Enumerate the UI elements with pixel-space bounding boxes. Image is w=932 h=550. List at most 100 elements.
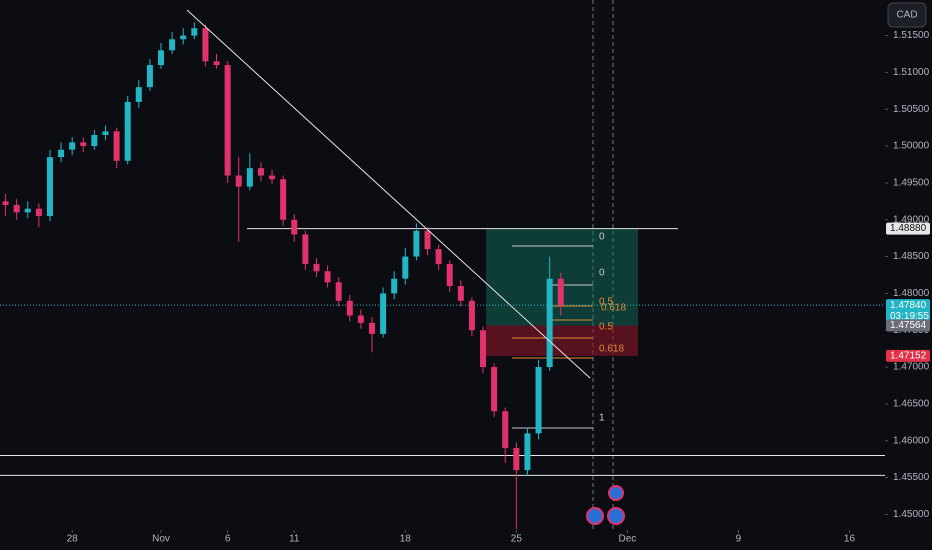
candle-body — [302, 234, 309, 264]
candle-body — [146, 65, 153, 88]
candle-body — [402, 256, 409, 279]
candle-body — [280, 179, 287, 220]
y-tick-label: 1.50500 — [893, 104, 930, 115]
candle-body — [446, 263, 453, 287]
candle-body — [246, 168, 253, 187]
candle-body — [257, 168, 264, 176]
fib-label: 0.618 — [601, 303, 626, 314]
fib-label: 0.5 — [599, 322, 613, 333]
x-tick-label: 9 — [736, 534, 742, 545]
price-badge-label: 1.47564 — [890, 320, 927, 331]
candle-body — [535, 367, 542, 434]
price-badge — [886, 222, 930, 235]
candle-body — [135, 87, 142, 102]
candle-body — [180, 35, 187, 40]
candle-body — [269, 175, 276, 180]
x-tick-label: 16 — [844, 534, 856, 545]
event-icon[interactable] — [608, 485, 624, 501]
candle-body — [169, 39, 176, 51]
currency-label: CAD — [896, 10, 917, 21]
candle-body — [35, 208, 42, 217]
price-badge — [886, 319, 930, 332]
event-icon[interactable] — [607, 507, 625, 525]
candle-body — [191, 28, 198, 36]
candle-body — [346, 300, 353, 316]
candle-body — [58, 149, 65, 158]
candle-body — [202, 28, 209, 62]
x-tick-label: Nov — [152, 534, 170, 545]
candle-body — [457, 286, 464, 301]
candle-body — [113, 131, 120, 161]
candle-body — [235, 175, 242, 187]
price-badge-label: 1.47152 — [890, 351, 927, 362]
candle-body — [546, 278, 553, 368]
x-tick-label: 18 — [400, 534, 412, 545]
candle-body — [324, 271, 331, 283]
y-tick-label: 1.45000 — [893, 509, 930, 520]
candle-body — [380, 293, 387, 334]
x-tick-label: 11 — [289, 534, 300, 545]
y-tick-label: 1.51000 — [893, 67, 930, 78]
candle-body — [557, 278, 564, 306]
candle-body — [335, 282, 342, 301]
price-badge-label: 1.48880 — [890, 223, 927, 234]
fib-label: 0 — [599, 232, 605, 243]
candle-body — [46, 157, 53, 217]
event-icon[interactable] — [586, 507, 604, 525]
x-tick-label: 25 — [511, 534, 523, 545]
y-tick-label: 1.50000 — [893, 141, 930, 152]
price-badge-label: 1.47840 — [890, 300, 927, 311]
fib-label: 0 — [599, 268, 605, 279]
y-tick-label: 1.49500 — [893, 178, 930, 189]
fib-label: 1 — [599, 413, 605, 424]
candle-body — [391, 278, 398, 294]
candle-body — [368, 322, 375, 334]
trend-line — [186, 9, 591, 379]
candle-body — [80, 142, 87, 147]
candle-body — [2, 201, 9, 206]
candle-body — [513, 448, 520, 471]
x-tick-label: 6 — [225, 534, 231, 545]
candle-body — [13, 205, 20, 213]
candle-body — [424, 230, 431, 250]
candle-body — [524, 433, 531, 471]
candle-body — [357, 315, 364, 323]
countdown: 03:19:55 — [890, 311, 929, 322]
candle-body — [313, 263, 320, 272]
price-badge — [886, 349, 930, 362]
candle-body — [480, 330, 487, 368]
events — [586, 485, 625, 525]
price-badge — [886, 299, 930, 324]
profit-zone — [486, 228, 638, 326]
y-tick-label: 1.46000 — [893, 435, 930, 446]
y-tick-label: 1.48000 — [893, 288, 930, 299]
x-tick-label: Dec — [618, 534, 636, 545]
candle-body — [69, 142, 76, 150]
candle-body — [413, 230, 420, 257]
candle-body — [24, 208, 31, 213]
fib-label: 0.5 — [599, 297, 613, 308]
y-tick-label: 1.46500 — [893, 399, 930, 410]
y-tick-label: 1.48500 — [893, 251, 930, 262]
y-tick-label: 1.45500 — [893, 472, 930, 483]
y-tick-label: 1.51500 — [893, 30, 930, 41]
candle-body — [158, 50, 165, 66]
y-tick-label: 1.49000 — [893, 214, 930, 225]
candle-body — [435, 249, 442, 264]
candle-body — [91, 135, 98, 147]
candle-body — [213, 61, 220, 66]
x-tick-label: 28 — [67, 534, 79, 545]
loss-zone — [486, 325, 638, 356]
candle-body — [224, 65, 231, 176]
candle-body — [124, 101, 131, 161]
candle-body — [102, 131, 109, 136]
fib-label: 0.618 — [599, 344, 624, 355]
candle-body — [291, 219, 298, 235]
y-tick-label: 1.47000 — [893, 362, 930, 373]
candle-body — [502, 411, 509, 449]
candle-body — [468, 300, 475, 331]
currency-button[interactable] — [887, 2, 927, 28]
candle-body — [491, 367, 498, 412]
